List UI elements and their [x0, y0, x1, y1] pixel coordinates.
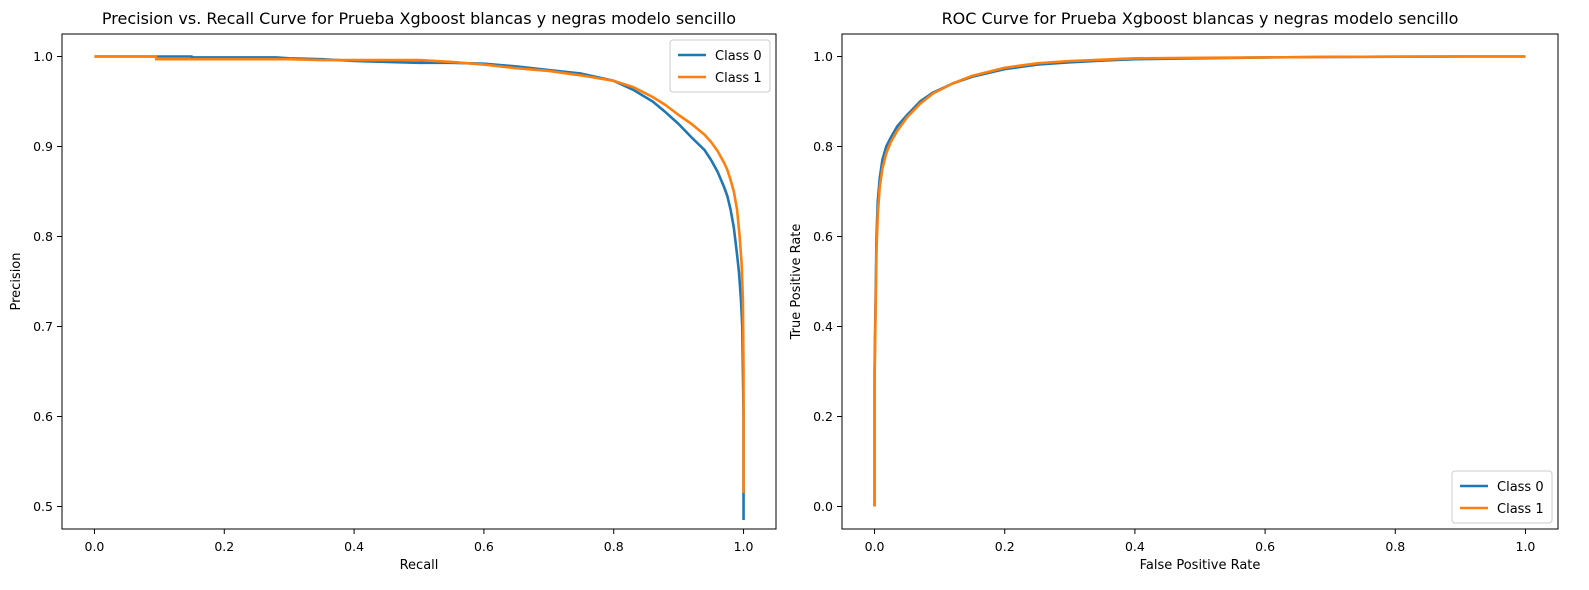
precision-recall-chart: Precision vs. Recall Curve for Prueba Xg…	[9, 9, 777, 573]
y-tick-label: 0.6	[33, 409, 53, 424]
y-tick-label: 0.2	[813, 409, 833, 424]
legend-label: Class 0	[715, 49, 762, 64]
legend-box	[669, 39, 771, 93]
series-line-class-1	[94, 55, 745, 493]
y-tick-label: 0.7	[33, 319, 53, 334]
series-line-class-1	[873, 55, 1526, 507]
y-tick-label: 0.9	[33, 139, 53, 154]
axes-frame	[61, 33, 777, 530]
y-tick-label: 0.5	[33, 499, 53, 514]
legend-label: Class 1	[715, 71, 762, 86]
y-tick-label: 0.0	[813, 499, 833, 514]
x-tick-label: 1.0	[1516, 539, 1536, 554]
x-axis-label: False Positive Rate	[1140, 558, 1261, 573]
x-tick-label: 0.2	[214, 539, 234, 554]
y-axis-label: True Positive Rate	[789, 224, 804, 341]
x-tick-label: 0.8	[604, 539, 624, 554]
x-tick-label: 0.2	[995, 539, 1015, 554]
legend-box	[1451, 470, 1553, 524]
legend: Class 0 Class 1	[1451, 470, 1553, 524]
x-tick-label: 0.0	[865, 539, 885, 554]
roc-chart: ROC Curve for Prueba Xgboost blancas y n…	[789, 9, 1559, 573]
y-tick-label: 1.0	[813, 49, 833, 64]
legend: Class 0 Class 1	[669, 39, 771, 93]
y-tick-label: 1.0	[33, 49, 53, 64]
series-line-class-0	[94, 55, 745, 520]
chart-title: ROC Curve for Prueba Xgboost blancas y n…	[942, 9, 1459, 28]
legend-label: Class 0	[1497, 480, 1544, 495]
y-tick-label: 0.8	[813, 139, 833, 154]
x-tick-label: 1.0	[734, 539, 754, 554]
x-axis-label: Recall	[400, 558, 439, 573]
y-tick-label: 0.8	[33, 229, 53, 244]
y-tick-label: 0.6	[813, 229, 833, 244]
x-tick-label: 0.6	[1255, 539, 1275, 554]
x-tick-label: 0.6	[474, 539, 494, 554]
y-axis-label: Precision	[9, 252, 24, 310]
axes-frame	[841, 33, 1559, 530]
legend-label: Class 1	[1497, 502, 1544, 517]
x-tick-label: 0.8	[1385, 539, 1405, 554]
series-line-class-0	[873, 55, 1526, 507]
y-tick-label: 0.4	[813, 319, 833, 334]
x-tick-label: 0.0	[85, 539, 105, 554]
x-tick-label: 0.4	[1125, 539, 1145, 554]
chart-title: Precision vs. Recall Curve for Prueba Xg…	[102, 9, 736, 28]
x-tick-label: 0.4	[344, 539, 364, 554]
